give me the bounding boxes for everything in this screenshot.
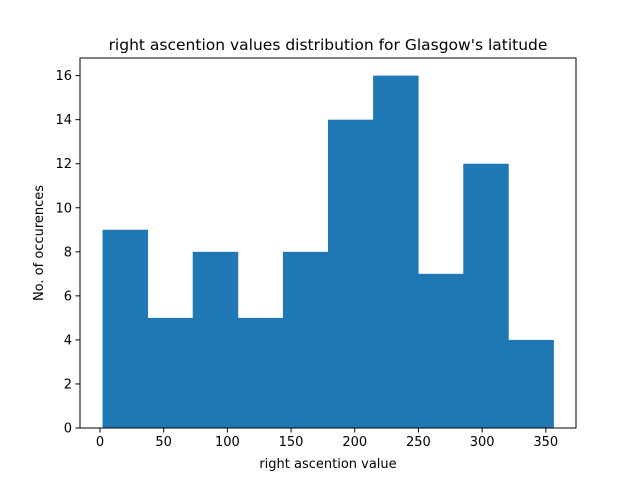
y-tick-label: 4	[64, 333, 72, 348]
x-tick-label: 0	[96, 435, 104, 450]
x-tick-label: 150	[279, 435, 304, 450]
y-tick-label: 10	[55, 201, 72, 216]
histogram-bar	[373, 75, 419, 428]
y-tick-label: 12	[55, 157, 72, 172]
histogram-bar	[147, 317, 194, 428]
y-axis-ticks: 0 2 4 6 8 10 12 14 16	[55, 69, 80, 437]
y-tick-label: 0	[64, 422, 72, 437]
x-tick-label: 250	[406, 435, 431, 450]
histogram-bar	[463, 163, 509, 428]
chart-title: right ascention values distribution for …	[109, 36, 548, 54]
y-tick-label: 16	[55, 69, 72, 84]
x-tick-label: 100	[215, 435, 240, 450]
histogram-bar	[282, 251, 329, 428]
x-tick-label: 350	[533, 435, 558, 450]
x-tick-label: 300	[470, 435, 495, 450]
plot-frame	[79, 57, 577, 429]
x-tick-label: 200	[342, 435, 367, 450]
y-tick-label: 14	[55, 113, 72, 128]
histogram-bar	[418, 273, 464, 428]
histogram-bar	[192, 251, 239, 428]
histogram-bar	[102, 229, 149, 428]
x-tick-label: 50	[155, 435, 172, 450]
y-tick-label: 2	[64, 377, 72, 392]
x-axis-label: right ascention value	[259, 457, 396, 472]
y-tick-label: 8	[64, 245, 72, 260]
histogram-bar	[237, 317, 284, 428]
x-axis-ticks: 0 50 100 150 200 250 300 350	[96, 428, 558, 450]
bars-group	[102, 75, 554, 429]
histogram-bar	[508, 339, 554, 428]
y-axis-label: No. of occurences	[32, 185, 47, 301]
histogram-bar	[328, 119, 374, 429]
y-tick-label: 6	[64, 289, 72, 304]
